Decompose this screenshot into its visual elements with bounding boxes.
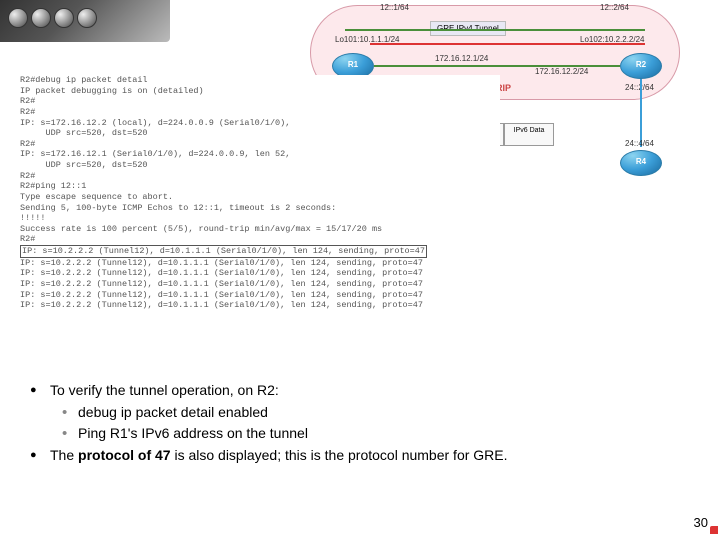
- term-line: R2#ping 12::1: [20, 181, 500, 192]
- term-line: UDP src=520, dst=520: [20, 128, 500, 139]
- term-line: Success rate is 100 percent (5/5), round…: [20, 224, 500, 235]
- bullet-1: To verify the tunnel operation, on R2:: [30, 380, 690, 402]
- term-line: R2#: [20, 107, 500, 118]
- bullet-2-bold: protocol of 47: [78, 447, 171, 463]
- term-line: IP: s=10.2.2.2 (Tunnel12), d=10.1.1.1 (S…: [20, 279, 500, 290]
- term-line: IP: s=10.2.2.2 (Tunnel12), d=10.1.1.1 (S…: [20, 290, 500, 301]
- term-line-highlighted: IP: s=10.2.2.2 (Tunnel12), d=10.1.1.1 (S…: [20, 245, 427, 258]
- r4-addr: 24::4/64: [625, 139, 654, 148]
- terminal-output: R2#debug ip packet detail IP packet debu…: [20, 75, 500, 311]
- term-line: R2#debug ip packet detail: [20, 75, 500, 86]
- router-r2: [620, 53, 662, 79]
- header-decoration: [0, 0, 170, 42]
- term-line: R2#: [20, 234, 500, 245]
- addr-top-right: 12::2/64: [600, 3, 629, 12]
- term-line: !!!!!: [20, 213, 500, 224]
- term-line: IP: s=172.16.12.2 (local), d=224.0.0.9 (…: [20, 118, 500, 129]
- bullet-1b: Ping R1's IPv6 address on the tunnel: [30, 423, 690, 445]
- term-line: UDP src=520, dst=520: [20, 160, 500, 171]
- center-net2: 172.16.12.2/24: [535, 67, 588, 76]
- bullet-2-post: is also displayed; this is the protocol …: [171, 447, 508, 463]
- r2-loopback: Lo102:10.2.2.2/24: [580, 35, 645, 44]
- term-line: IP: s=10.2.2.2 (Tunnel12), d=10.1.1.1 (S…: [20, 268, 500, 279]
- term-line: Sending 5, 100-byte ICMP Echos to 12::1,…: [20, 203, 500, 214]
- r1-loopback: Lo101:10.1.1.1/24: [335, 35, 400, 44]
- term-line: IP: s=10.2.2.2 (Tunnel12), d=10.1.1.1 (S…: [20, 300, 500, 311]
- term-line: R2#: [20, 139, 500, 150]
- term-line: IP: s=10.2.2.2 (Tunnel12), d=10.1.1.1 (S…: [20, 258, 500, 269]
- term-line: R2#: [20, 96, 500, 107]
- router-r4: [620, 150, 662, 176]
- bullet-2: The protocol of 47 is also displayed; th…: [30, 445, 690, 467]
- corner-decoration: [710, 526, 718, 534]
- bullet-list: To verify the tunnel operation, on R2: d…: [30, 380, 690, 467]
- term-line: Type escape sequence to abort.: [20, 192, 500, 203]
- term-line: R2#: [20, 171, 500, 182]
- center-net1: 172.16.12.1/24: [435, 54, 488, 63]
- term-line: IP: s=172.16.12.1 (Serial0/1/0), d=224.0…: [20, 149, 500, 160]
- addr-top-left: 12::1/64: [380, 3, 409, 12]
- bullet-2-pre: The: [50, 447, 78, 463]
- term-line: IP packet debugging is on (detailed): [20, 86, 500, 97]
- bullet-1a: debug ip packet detail enabled: [30, 402, 690, 424]
- page-number: 30: [694, 515, 708, 530]
- pkt-ipv6-data: IPv6 Data: [504, 123, 554, 146]
